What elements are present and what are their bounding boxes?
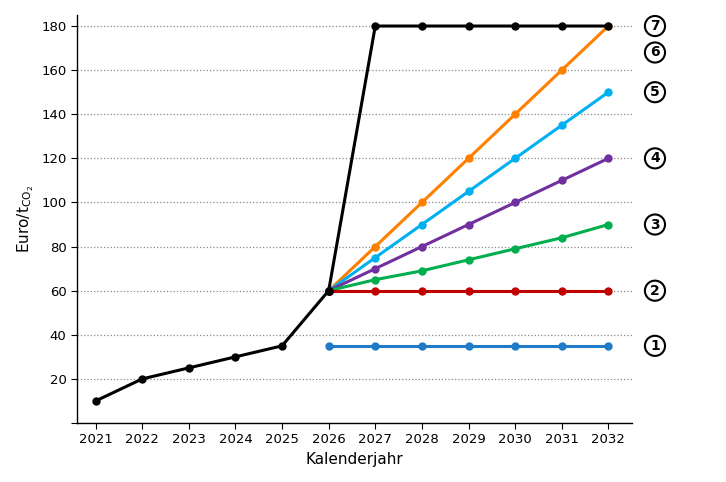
Text: 2: 2 xyxy=(650,284,660,298)
Text: 6: 6 xyxy=(650,45,660,59)
X-axis label: Kalenderjahr: Kalenderjahr xyxy=(306,452,403,467)
Text: 1: 1 xyxy=(650,339,660,353)
Text: 5: 5 xyxy=(650,85,660,99)
Text: 7: 7 xyxy=(650,19,660,33)
Text: 3: 3 xyxy=(650,217,660,231)
Y-axis label: Euro/t$_{\mathrm{CO_2}}$: Euro/t$_{\mathrm{CO_2}}$ xyxy=(15,185,36,253)
Text: 4: 4 xyxy=(650,151,660,165)
